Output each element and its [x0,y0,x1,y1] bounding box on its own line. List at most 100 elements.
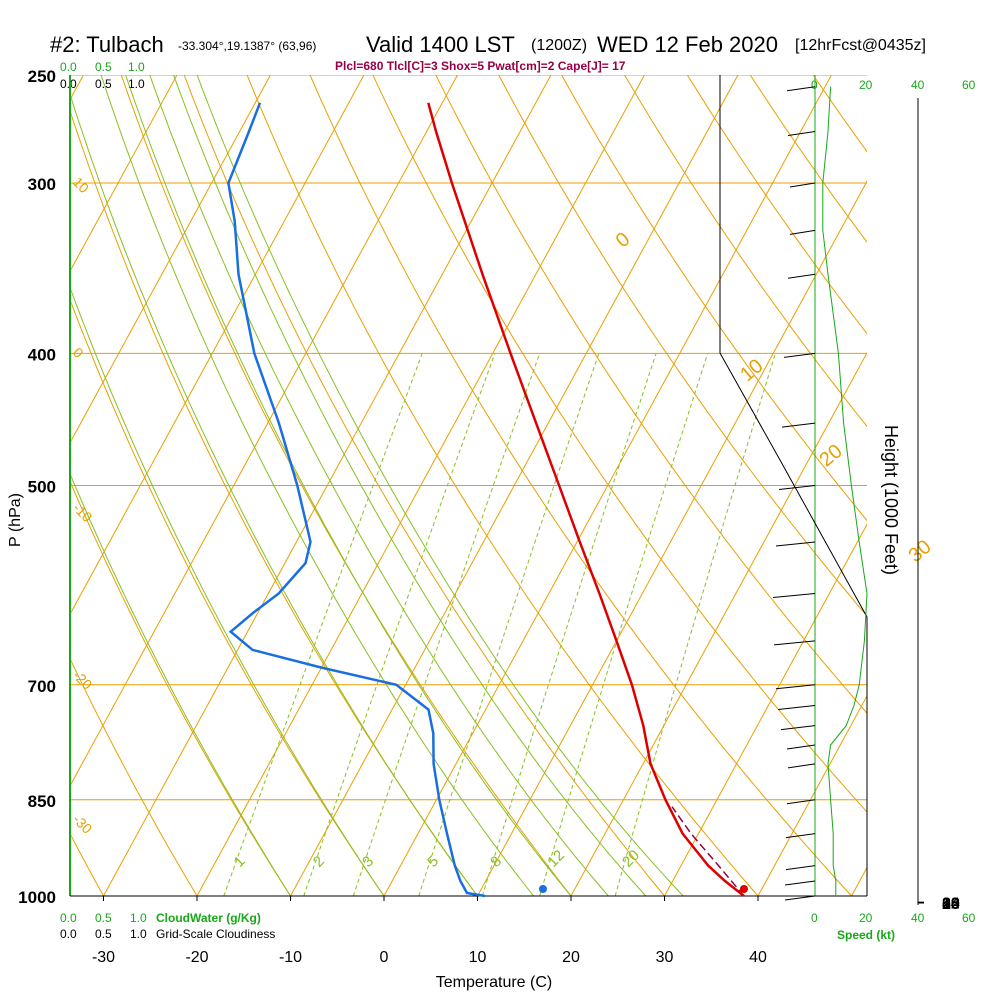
height-tick-label: 8 [942,896,951,913]
cloudiness-scale-bottom-0: 0.0 [60,927,77,941]
cloudwater-scale-bottom-1: 0.5 [95,911,112,925]
cloudwater-scale-bottom-0: 0.0 [60,911,77,925]
dry-adiabat [921,51,1000,896]
pressure-tick-label: 250 [28,67,56,86]
speed-tick-top-1: 20 [859,78,873,92]
dry-adiabat [246,75,759,896]
x-tick-label: -10 [279,949,302,966]
isotherm-line [757,694,867,896]
wind-barb [787,273,816,279]
isotherm-line [664,523,867,896]
isotherm-line [70,75,458,787]
pressure-tick-label: 850 [28,792,56,811]
wind-barb [787,130,816,136]
dry-adiabat [70,479,291,896]
wind-barb [786,799,816,805]
isotherm-label: 10 [70,174,92,196]
moist-adiabat [70,92,478,896]
dry-adiabat [561,75,867,522]
isotherm-label: 20 [816,440,847,471]
dry-adiabat [435,75,867,714]
moist-adiabat [173,75,647,896]
speed-tick-top-3: 60 [962,78,976,92]
isotherm-label: -20 [70,667,96,693]
parcel-path-line [671,806,745,897]
mixing-ratio-line [418,353,600,896]
isotherm-label: 0 [612,228,635,252]
wind-barb [772,592,816,598]
mixing-ratio-line [352,353,541,896]
wind-barb [787,763,816,769]
dry-adiabat [623,75,867,428]
isotherm-label: -10 [70,500,96,526]
x-axis-label: Temperature (C) [436,974,552,991]
moist-adiabat [196,75,684,896]
x-tick-label: -20 [185,949,208,966]
speed-ticks-bottom: 0 20 40 60 Speed (kt) [811,911,976,942]
dry-adiabat [70,657,198,896]
surface-dewpoint-marker [538,885,547,893]
x-tick-label: -30 [92,949,115,966]
forecast-label: [12hrFcst@0435z] [795,37,926,54]
mixing-ratio-line [539,353,709,896]
surface-temperature-marker [739,885,748,893]
x-tick-label: 30 [656,949,674,966]
dry-adiabat [686,75,867,335]
mixing-ratio-label: 1 [231,853,249,871]
cloudwater-scale-top-1: 0.5 [95,60,112,74]
height-tick-label: 6 [942,896,951,913]
height-tick-label: 2 [942,896,951,913]
bottom-cloud-scales: 0.0 0.5 1.0 CloudWater (g/Kg) 0.0 0.5 1.… [60,911,275,941]
temperature-line [427,102,745,897]
dry-adiabat [309,75,852,896]
valid-time: Valid 1400 LST [366,32,515,57]
y-axis-label: P (hPa) [7,493,24,547]
pressure-tick-label: 300 [28,175,56,194]
mixing-ratio-line [481,353,657,896]
height-tick-label: 4 [942,896,951,913]
cloudwater-scale-bottom-2: 1.0 [130,911,147,925]
x-tick-label: 0 [380,949,389,966]
wind-barb [786,744,816,750]
pressure-tick-label: 700 [28,677,56,696]
mixing-ratio-label: 5 [424,853,442,871]
wind-barb [775,541,816,547]
isotherm-line [70,75,271,444]
cloudwater-label: CloudWater (g/Kg) [156,911,261,925]
wind-barb [773,640,816,646]
dewpoint-line [227,102,486,898]
valid-date: WED 12 Feb 2020 [597,32,778,57]
mixing-ratio-line [303,353,496,896]
isotherm-label: 30 [904,536,935,567]
speed-tick-bottom-2: 40 [911,911,925,925]
speed-tick-bottom-1: 20 [859,911,873,925]
moist-adiabat [100,75,534,896]
height-tick-label: 28 [942,895,960,912]
wind-barb [777,705,816,711]
mixing-ratio-line [614,353,776,896]
stability-indices: Plcl=680 Tlcl[C]=3 Shox=5 Pwat[cm]=2 Cap… [335,59,626,73]
cloudiness-scale-top-2: 1.0 [128,77,145,91]
pressure-tick-label: 400 [28,345,56,364]
height-tick-label: 20 [942,896,960,913]
isotherm-line [196,75,645,896]
wind-barb [789,182,816,188]
dry-adiabat [498,75,867,617]
wind-barb [789,229,816,235]
isotherm-line [70,75,178,273]
height-tick-label: 22 [942,896,960,913]
height-tick-label: 16 [942,896,960,913]
moist-adiabat [70,286,385,896]
x-tick-label: 20 [562,949,580,966]
speed-tick-bottom-0: 0 [811,911,818,925]
cloudiness-scale-bottom-1: 0.5 [95,927,112,941]
height-tick-label: 14 [942,896,960,913]
wind-barb [786,86,816,92]
wind-barb [783,352,816,358]
isotherm-line [290,75,739,896]
height-tick-label: 26 [942,895,960,912]
dry-adiabat [120,75,572,896]
dry-adiabat [183,75,665,896]
mixing-ratio-label: 2 [310,853,328,871]
